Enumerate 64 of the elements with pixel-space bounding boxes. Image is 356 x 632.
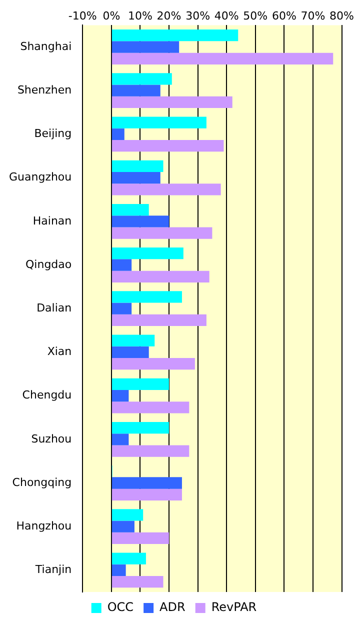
x-tick-label: 70% xyxy=(300,9,326,22)
bar xyxy=(112,378,170,390)
bar xyxy=(112,259,132,271)
bar xyxy=(112,576,164,588)
y-tick-label: Hangzhou xyxy=(16,519,72,532)
x-tick-label: 50% xyxy=(243,9,268,22)
bar xyxy=(112,270,210,282)
y-tick-label: Qingdao xyxy=(26,258,72,271)
x-tick-label: 30% xyxy=(186,9,210,22)
bar xyxy=(112,314,206,326)
legend-label: OCC xyxy=(107,600,134,614)
bar xyxy=(112,552,146,564)
legend-label: ADR xyxy=(160,600,186,614)
bar xyxy=(112,184,221,196)
bar xyxy=(112,140,224,152)
bar xyxy=(112,227,212,239)
bar xyxy=(112,302,132,314)
bar xyxy=(112,116,206,128)
bar xyxy=(112,488,182,500)
x-tick-label: 40% xyxy=(214,9,239,22)
bar xyxy=(112,216,170,228)
y-tick-label: Chengdu xyxy=(22,388,72,402)
bar xyxy=(112,248,184,260)
x-tick-label: 80% xyxy=(330,9,354,22)
bar xyxy=(112,434,129,446)
bar xyxy=(112,532,170,544)
bar xyxy=(112,172,160,184)
bar xyxy=(112,390,129,402)
bar xyxy=(112,160,164,172)
bar xyxy=(112,30,238,42)
bar xyxy=(112,334,155,346)
x-tick-label: 0% xyxy=(102,9,120,22)
bar xyxy=(112,445,190,457)
legend-label: RevPAR xyxy=(211,600,257,614)
y-tick-label: Hainan xyxy=(32,214,72,228)
y-tick-label: Shanghai xyxy=(20,40,72,53)
bar xyxy=(112,52,334,64)
bar xyxy=(112,128,124,140)
bar xyxy=(112,358,195,370)
bar xyxy=(112,564,126,576)
bar xyxy=(112,477,182,489)
y-tick-label: Beijing xyxy=(34,127,72,140)
x-tick-label: 10% xyxy=(128,9,152,22)
x-tick-label: 60% xyxy=(272,9,296,22)
bar xyxy=(112,520,134,532)
bar xyxy=(112,41,180,53)
bar xyxy=(112,346,149,358)
bar xyxy=(112,204,149,216)
bar xyxy=(112,422,170,434)
bar xyxy=(112,509,144,521)
bar xyxy=(112,73,172,85)
bar xyxy=(112,96,232,108)
y-tick-label: Suzhou xyxy=(31,432,72,446)
y-tick-label: Xian xyxy=(47,345,72,358)
y-tick-label: Shenzhen xyxy=(17,83,72,96)
bar xyxy=(112,291,182,303)
bar xyxy=(112,402,190,414)
y-tick-label: Guangzhou xyxy=(8,170,72,184)
x-tick-label: -10% xyxy=(68,9,97,22)
y-tick-label: Chongqing xyxy=(12,476,72,489)
x-tick-label: 20% xyxy=(156,9,182,22)
y-tick-label: Tianjin xyxy=(34,563,72,576)
bar xyxy=(112,84,160,96)
y-tick-label: Dalian xyxy=(36,301,72,314)
